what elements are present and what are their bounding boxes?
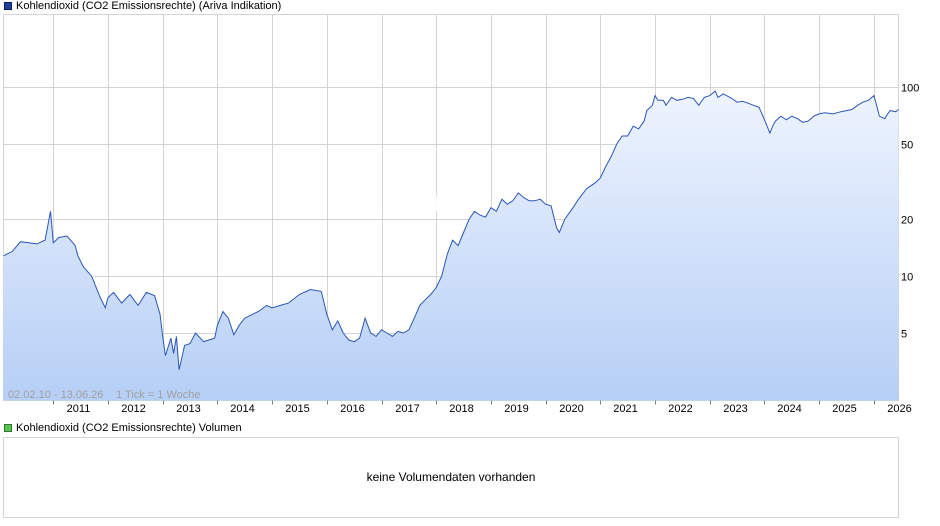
volume-chart-legend: Kohlendioxid (CO2 Emissionsrechte) Volum… [4,422,242,434]
tick-interval-label: 1 Tick = 1 Woche [116,389,200,401]
x-tick-label: 2022 [668,403,692,415]
x-tick-label: 2021 [613,403,637,415]
price-chart-legend: Kohlendioxid (CO2 Emissionsrechte) (Ariv… [4,0,281,12]
x-tick-label: 2025 [832,403,856,415]
x-tick-label: 2015 [285,403,309,415]
x-tick-label: 2011 [67,403,91,415]
y-tick-label: 50 [901,140,913,152]
volume-chart: keine Volumendaten vorhanden [3,437,899,518]
y-axis-ticks: 5 10 20 50 100 [901,83,919,341]
x-tick-label: 2012 [121,403,145,415]
x-tick-label: 2019 [504,403,528,415]
y-tick-label: 100 [901,83,919,95]
price-series-swatch [4,2,12,10]
x-tick-label: 2024 [777,403,801,415]
price-area [3,91,899,401]
y-tick-label: 20 [901,215,913,227]
x-tick-label: 2026 [887,403,911,415]
date-range-label: 02.02.10 - 13.06.26 [8,389,103,401]
x-axis-ticks: 2011 2012 2013 2014 2015 2016 2017 2018 2019 2020… [53,400,912,415]
no-volume-message: keine Volumendaten vorhanden [366,470,536,484]
x-tick-label: 2023 [723,403,747,415]
x-tick-label: 2020 [559,403,583,415]
y-tick-label: 5 [901,329,907,341]
x-tick-label: 2017 [395,403,419,415]
x-tick-label: 2016 [340,403,364,415]
volume-legend-label: Kohlendioxid (CO2 Emissionsrechte) Volum… [16,422,242,434]
volume-series-swatch [4,424,12,432]
x-tick-label: 2014 [230,403,254,415]
x-tick-label: 2018 [449,403,473,415]
ariva-watermark: ARIVA [382,189,466,217]
x-tick-label: 2013 [176,403,200,415]
price-line [3,90,899,370]
y-tick-label: 10 [901,272,913,284]
price-legend-label: Kohlendioxid (CO2 Emissionsrechte) (Ariv… [16,0,282,12]
